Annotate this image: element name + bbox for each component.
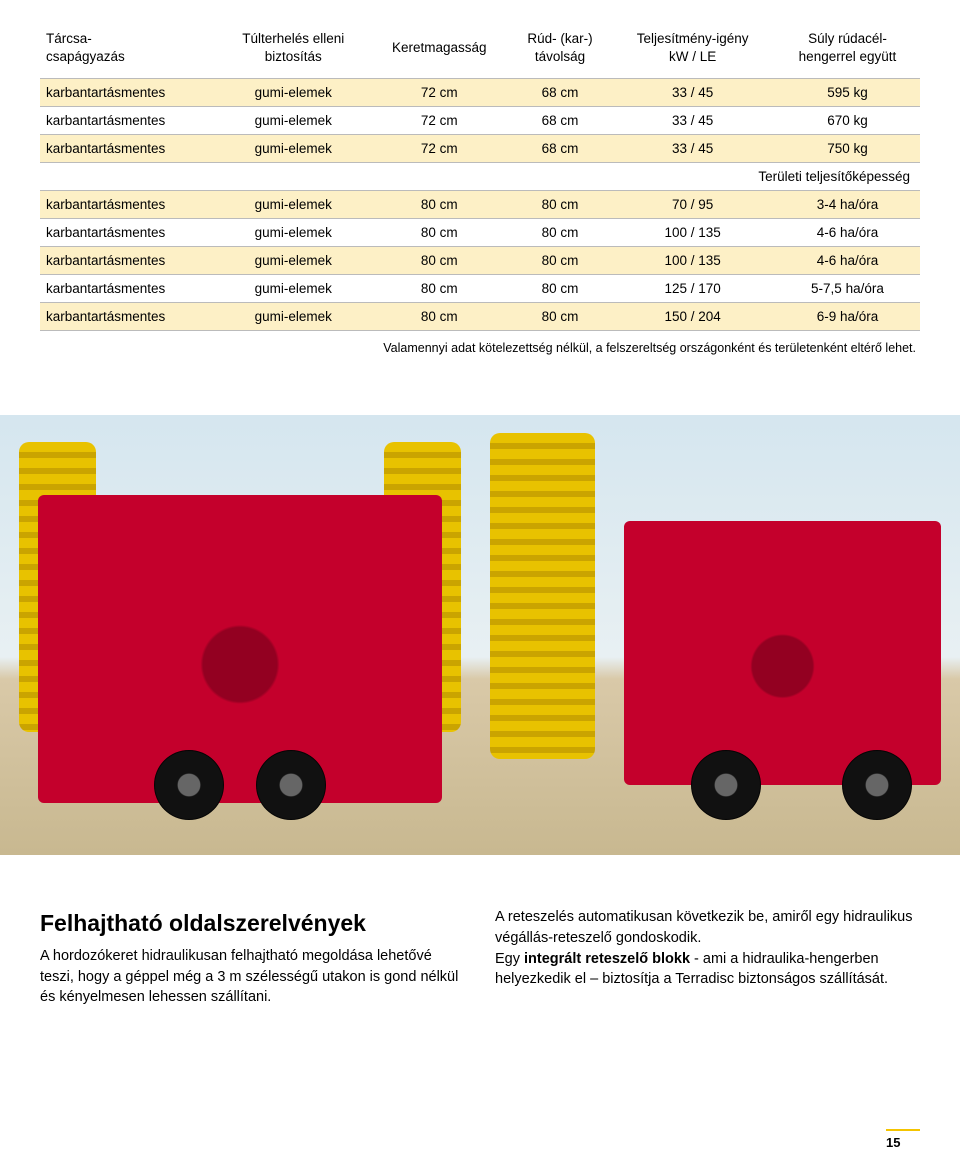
- table-cell: karbantartásmentes: [40, 247, 218, 275]
- article-right-p2: Egy integrált reteszelő blokk - ami a hi…: [495, 949, 920, 990]
- table-cell: karbantartásmentes: [40, 275, 218, 303]
- table-cell: 750 kg: [775, 135, 920, 163]
- table-row: karbantartásmentesgumi-elemek72 cm68 cm3…: [40, 135, 920, 163]
- table-header: Tárcsa-csapágyazás: [40, 20, 218, 79]
- table-cell: 4-6 ha/óra: [775, 247, 920, 275]
- table-cell: 80 cm: [510, 219, 611, 247]
- table-header: Keretmagasság: [369, 20, 510, 79]
- table-cell: gumi-elemek: [218, 303, 369, 331]
- table-cell: 5-7,5 ha/óra: [775, 275, 920, 303]
- table-cell: 80 cm: [369, 275, 510, 303]
- table-cell: 670 kg: [775, 107, 920, 135]
- table-cell: 80 cm: [369, 191, 510, 219]
- table-cell: gumi-elemek: [218, 247, 369, 275]
- table-cell: 72 cm: [369, 135, 510, 163]
- page-number: 15: [886, 1129, 920, 1150]
- table-header: Túlterhelés ellenibiztosítás: [218, 20, 369, 79]
- article-left-text: A hordozókeret hidraulikusan felhajtható…: [40, 946, 465, 1008]
- table-cell: 125 / 170: [610, 275, 775, 303]
- table-cell: gumi-elemek: [218, 135, 369, 163]
- table-section-label: Területi teljesítőképesség: [40, 163, 920, 191]
- table-cell: 33 / 45: [610, 135, 775, 163]
- article-columns: Felhajtható oldalszerelvények A hordozók…: [40, 907, 920, 1007]
- table-cell: karbantartásmentes: [40, 303, 218, 331]
- table-row: karbantartásmentesgumi-elemek80 cm80 cm1…: [40, 275, 920, 303]
- table-cell: gumi-elemek: [218, 275, 369, 303]
- table-row: karbantartásmentesgumi-elemek80 cm80 cm1…: [40, 247, 920, 275]
- table-row: karbantartásmentesgumi-elemek80 cm80 cm7…: [40, 191, 920, 219]
- table-cell: karbantartásmentes: [40, 219, 218, 247]
- table-cell: 68 cm: [510, 79, 611, 107]
- table-cell: 72 cm: [369, 79, 510, 107]
- table-cell: 80 cm: [369, 219, 510, 247]
- table-cell: 4-6 ha/óra: [775, 219, 920, 247]
- table-row: karbantartásmentesgumi-elemek80 cm80 cm1…: [40, 303, 920, 331]
- table-row: karbantartásmentesgumi-elemek72 cm68 cm3…: [40, 107, 920, 135]
- table-cell: 33 / 45: [610, 79, 775, 107]
- table-cell: karbantartásmentes: [40, 79, 218, 107]
- table-cell: 72 cm: [369, 107, 510, 135]
- table-header: Súly rúdacél-hengerrel együtt: [775, 20, 920, 79]
- table-cell: gumi-elemek: [218, 191, 369, 219]
- article-right-strong: integrált reteszelő blokk: [524, 951, 690, 967]
- table-cell: 68 cm: [510, 107, 611, 135]
- table-cell: 100 / 135: [610, 219, 775, 247]
- table-row: karbantartásmentesgumi-elemek72 cm68 cm3…: [40, 79, 920, 107]
- product-image-side: [480, 415, 960, 855]
- table-cell: 33 / 45: [610, 107, 775, 135]
- table-cell: 70 / 95: [610, 191, 775, 219]
- table-cell: karbantartásmentes: [40, 191, 218, 219]
- table-row: karbantartásmentesgumi-elemek80 cm80 cm1…: [40, 219, 920, 247]
- table-cell: 80 cm: [510, 191, 611, 219]
- table-cell: 80 cm: [510, 303, 611, 331]
- table-cell: gumi-elemek: [218, 219, 369, 247]
- table-cell: karbantartásmentes: [40, 135, 218, 163]
- table-cell: 80 cm: [510, 275, 611, 303]
- table-section-row: Területi teljesítőképesség: [40, 163, 920, 191]
- product-image-rear: [0, 415, 480, 855]
- table-header: Teljesítmény-igénykW / LE: [610, 20, 775, 79]
- table-cell: 68 cm: [510, 135, 611, 163]
- spec-table: Tárcsa-csapágyazásTúlterhelés ellenibizt…: [40, 20, 920, 331]
- table-cell: 150 / 204: [610, 303, 775, 331]
- table-cell: 595 kg: [775, 79, 920, 107]
- table-cell: gumi-elemek: [218, 79, 369, 107]
- article-heading: Felhajtható oldalszerelvények: [40, 907, 465, 940]
- table-header: Rúd- (kar-)távolság: [510, 20, 611, 79]
- table-cell: gumi-elemek: [218, 107, 369, 135]
- article-right-p1: A reteszelés automatikusan következik be…: [495, 907, 920, 948]
- table-cell: 80 cm: [369, 303, 510, 331]
- table-cell: 6-9 ha/óra: [775, 303, 920, 331]
- article-left-column: Felhajtható oldalszerelvények A hordozók…: [40, 907, 465, 1007]
- table-cell: 100 / 135: [610, 247, 775, 275]
- table-cell: 3-4 ha/óra: [775, 191, 920, 219]
- table-cell: karbantartásmentes: [40, 107, 218, 135]
- product-image-band: [0, 415, 960, 855]
- article-right-column: A reteszelés automatikusan következik be…: [495, 907, 920, 1007]
- table-footnote: Valamennyi adat kötelezettség nélkül, a …: [40, 341, 920, 355]
- table-cell: 80 cm: [369, 247, 510, 275]
- table-cell: 80 cm: [510, 247, 611, 275]
